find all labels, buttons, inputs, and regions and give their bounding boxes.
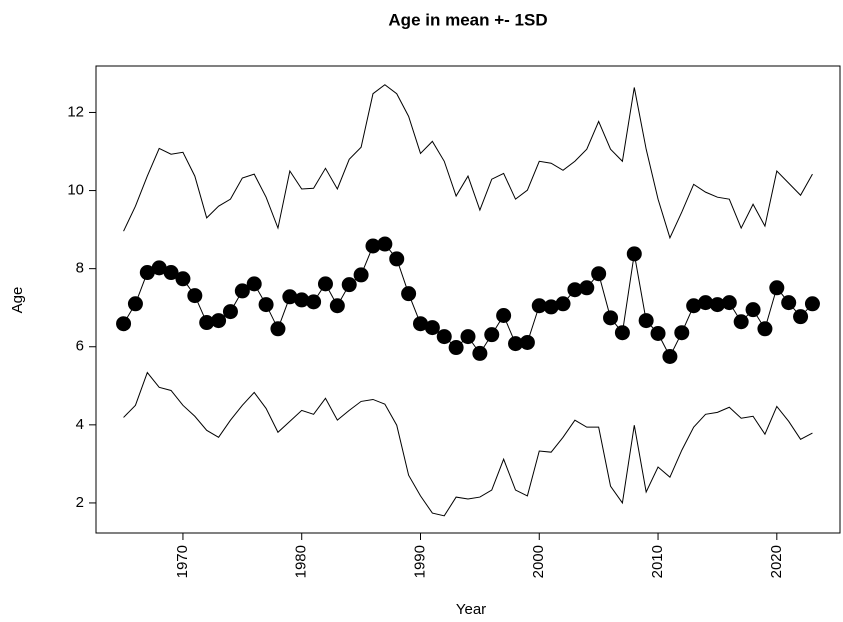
point bbox=[306, 294, 322, 310]
point bbox=[543, 299, 559, 315]
point bbox=[793, 309, 809, 325]
point bbox=[674, 325, 690, 341]
point bbox=[638, 313, 654, 329]
point bbox=[282, 289, 298, 305]
point bbox=[508, 336, 524, 352]
point bbox=[579, 280, 595, 296]
point bbox=[353, 267, 369, 283]
point bbox=[567, 282, 583, 298]
point bbox=[436, 329, 452, 345]
point bbox=[519, 334, 535, 350]
point bbox=[686, 298, 702, 314]
point bbox=[211, 313, 227, 329]
point bbox=[709, 297, 725, 313]
point bbox=[460, 329, 476, 345]
y-tick-label: 10 bbox=[67, 182, 84, 199]
point bbox=[721, 295, 737, 311]
point bbox=[698, 295, 714, 311]
point bbox=[555, 296, 571, 312]
point bbox=[294, 292, 310, 308]
point bbox=[389, 251, 405, 267]
x-tick-label: 2000 bbox=[530, 545, 547, 578]
point bbox=[626, 246, 642, 262]
point bbox=[804, 296, 820, 312]
point bbox=[448, 340, 464, 356]
x-tick-label: 1990 bbox=[411, 545, 428, 578]
point bbox=[151, 260, 167, 276]
point bbox=[234, 283, 250, 299]
point bbox=[603, 310, 619, 326]
point bbox=[270, 321, 286, 337]
point bbox=[163, 265, 179, 281]
point bbox=[757, 321, 773, 337]
point bbox=[116, 316, 132, 332]
point bbox=[377, 236, 393, 252]
point bbox=[246, 276, 262, 292]
point bbox=[781, 295, 797, 311]
point bbox=[258, 297, 274, 313]
x-tick-label: 1980 bbox=[293, 545, 310, 578]
point bbox=[317, 276, 333, 292]
point bbox=[401, 286, 417, 302]
x-axis-label: Year bbox=[456, 601, 486, 618]
point bbox=[341, 277, 357, 293]
point bbox=[662, 349, 678, 365]
x-tick-label: 2020 bbox=[768, 545, 785, 578]
point bbox=[614, 325, 630, 341]
point bbox=[424, 320, 440, 336]
point bbox=[412, 316, 428, 332]
plot-box bbox=[95, 65, 841, 534]
point bbox=[591, 266, 607, 282]
point bbox=[199, 315, 215, 331]
point bbox=[745, 302, 761, 318]
point bbox=[222, 304, 238, 320]
point bbox=[139, 265, 155, 281]
y-tick-label: 4 bbox=[76, 416, 84, 433]
point bbox=[769, 280, 785, 296]
x-tick-label: 2010 bbox=[649, 545, 666, 578]
point bbox=[472, 345, 488, 361]
point bbox=[650, 325, 666, 341]
y-tick-label: 12 bbox=[67, 103, 84, 120]
y-axis-label: Age bbox=[9, 287, 26, 314]
point bbox=[733, 314, 749, 330]
chart-title: Age in mean +- 1SD bbox=[388, 10, 547, 29]
point bbox=[187, 288, 203, 304]
point bbox=[329, 298, 345, 314]
y-tick-label: 2 bbox=[76, 494, 84, 511]
series-line bbox=[123, 371, 813, 517]
point bbox=[365, 238, 381, 254]
y-tick-label: 8 bbox=[76, 260, 84, 277]
y-tick-label: 6 bbox=[76, 338, 84, 355]
point bbox=[484, 327, 500, 343]
point bbox=[175, 271, 191, 287]
point bbox=[496, 308, 512, 324]
point bbox=[531, 298, 547, 314]
point bbox=[127, 296, 143, 312]
x-tick-label: 1970 bbox=[174, 545, 191, 578]
series-line bbox=[123, 84, 813, 240]
